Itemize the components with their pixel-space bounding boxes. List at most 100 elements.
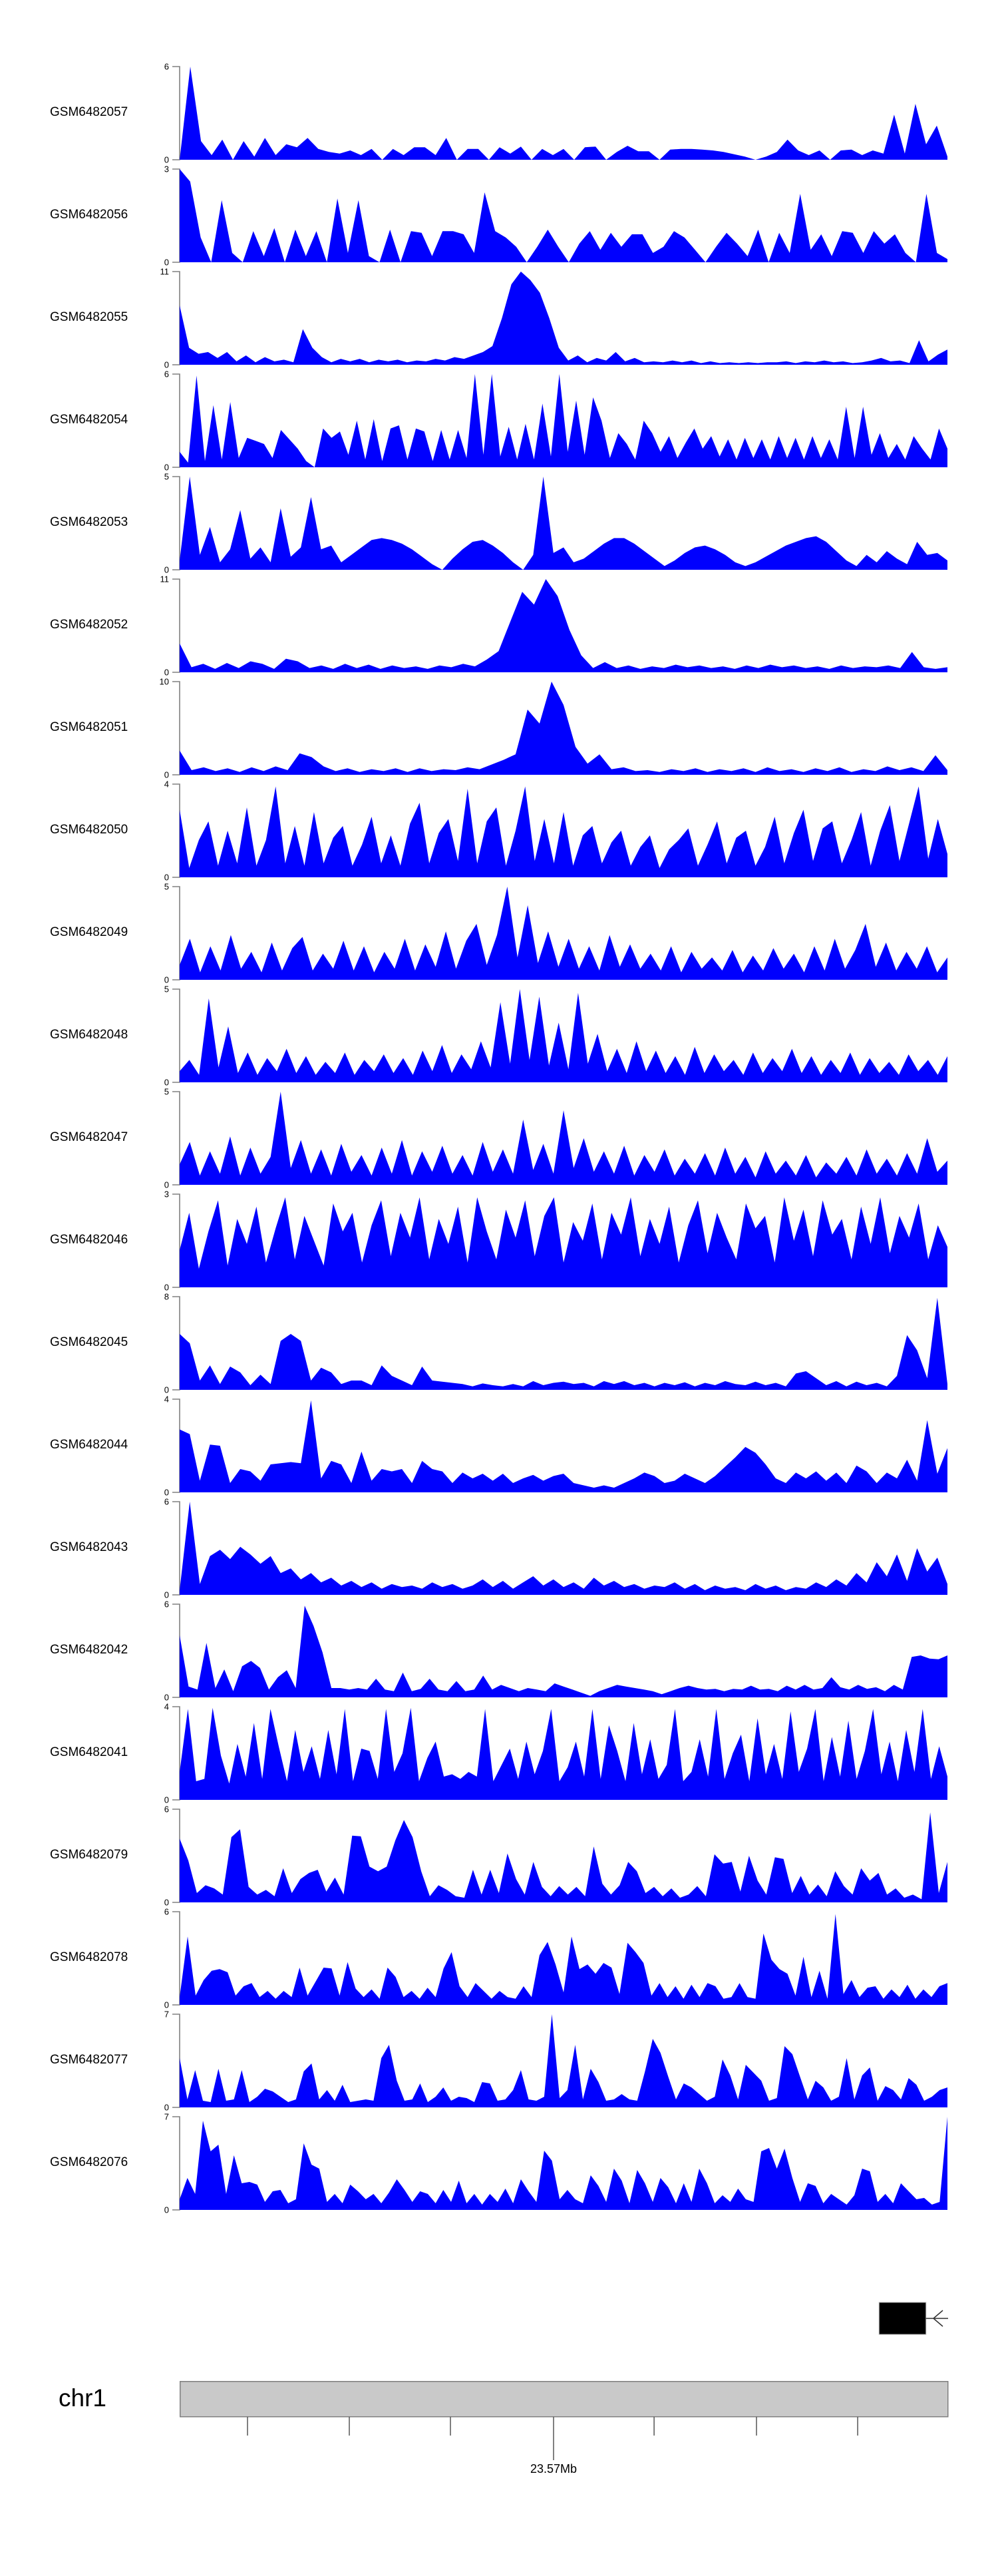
y-axis-zero-label: 0 [164,462,169,473]
track-signal-area [172,66,947,160]
signal-track: GSM6482052 11 0 [0,574,998,678]
track-y-axis [172,988,180,1083]
y-axis-max-label: 5 [164,1086,169,1097]
track-signal-area [172,1091,947,1185]
coverage-polygon [180,1812,947,1902]
coverage-polygon [180,2117,947,2210]
track-y-axis [172,1091,180,1185]
coverage-polygon [180,1092,947,1185]
y-axis-max-label: 5 [164,984,169,994]
y-axis-max-label: 3 [164,1189,169,1199]
track-y-axis [172,1193,180,1288]
track-y-axis [172,1809,180,1903]
coverage-polygon [180,2014,947,2107]
track-signal-area [172,1398,947,1493]
coverage-polygon [180,682,947,775]
track-label: GSM6482076 [50,2155,128,2169]
signal-track: GSM6482043 6 0 [0,1497,998,1600]
track-label: GSM6482052 [50,618,128,632]
track-label: GSM6482051 [50,720,128,734]
track-signal-area [172,1809,947,1903]
track-y-axis [172,271,180,365]
signal-track: GSM6482042 6 0 [0,1600,998,1703]
y-axis-zero-label: 0 [164,257,169,268]
exon-box [878,2302,927,2335]
track-y-axis [172,2014,180,2108]
track-signal-area [172,1706,947,1801]
y-axis-max-label: 11 [160,266,170,277]
y-axis-zero-label: 0 [164,564,169,575]
coverage-polygon [180,1914,947,2005]
track-y-axis [172,886,180,980]
track-label: GSM6482042 [50,1643,128,1657]
track-y-axis [172,783,180,878]
y-axis-zero-label: 0 [164,154,169,165]
track-signal-area [172,1604,947,1698]
track-y-axis [172,66,180,160]
y-axis-max-label: 6 [164,1906,169,1917]
signal-track: GSM6482078 6 0 [0,1906,998,2010]
track-y-axis [172,1706,180,1801]
y-axis-max-label: 4 [164,1394,169,1404]
signal-track: GSM6482049 5 0 [0,882,998,985]
y-axis-zero-label: 0 [164,2000,169,2010]
signal-track: GSM6482079 6 0 [0,1805,998,1908]
track-signal-area [172,988,947,1083]
coverage-polygon [180,67,947,160]
signal-track: GSM6482053 5 0 [0,471,998,575]
track-y-axis [172,1501,180,1596]
y-axis-zero-label: 0 [164,1385,169,1395]
track-y-axis [172,578,180,673]
track-y-axis [172,2116,180,2211]
track-label: GSM6482056 [50,208,128,222]
track-label: GSM6482077 [50,2053,128,2067]
y-axis-max-label: 7 [164,2009,169,2020]
y-axis-zero-label: 0 [164,1897,169,1908]
coverage-polygon [180,169,947,262]
track-label: GSM6482045 [50,1335,128,1349]
track-y-axis [172,168,180,263]
track-signal-area [172,1501,947,1596]
y-axis-zero-label: 0 [164,974,169,985]
coverage-polygon [180,1606,947,1697]
coverage-polygon [180,1197,947,1287]
signal-track: GSM6482054 6 0 [0,369,998,473]
coverage-polygon [180,1297,947,1390]
y-axis-max-label: 6 [164,61,169,72]
signal-track: GSM6482041 4 0 [0,1701,998,1805]
signal-track: GSM6482046 3 0 [0,1189,998,1293]
y-axis-zero-label: 0 [164,1692,169,1703]
track-y-axis [172,1604,180,1698]
track-label: GSM6482043 [50,1540,128,1554]
track-y-axis [172,373,180,468]
y-axis-max-label: 4 [164,1701,169,1712]
y-axis-zero-label: 0 [164,2102,169,2113]
signal-track: GSM6482048 5 0 [0,984,998,1088]
track-label: GSM6482050 [50,823,128,837]
y-axis-max-label: 8 [164,1291,169,1302]
track-y-axis [172,1398,180,1493]
track-label: GSM6482041 [50,1745,128,1759]
signal-track: GSM6482050 4 0 [0,779,998,883]
signal-track: GSM6482047 5 0 [0,1086,998,1190]
coverage-polygon [180,786,947,877]
coverage-polygon [180,374,947,467]
y-axis-max-label: 11 [160,574,170,584]
y-axis-zero-label: 0 [164,359,169,370]
signal-track: GSM6482077 7 0 [0,2009,998,2113]
track-signal-area [172,373,947,468]
y-axis-max-label: 4 [164,779,169,789]
track-label: GSM6482057 [50,105,128,119]
track-signal-area [172,1193,947,1288]
track-signal-area [172,271,947,365]
track-label: GSM6482048 [50,1028,128,1042]
coverage-polygon [180,272,947,365]
y-axis-zero-label: 0 [164,667,169,678]
strand-arrow-icon [925,2310,948,2327]
y-axis-max-label: 5 [164,471,169,482]
chromosome-bar [180,2381,949,2418]
y-axis-max-label: 7 [164,2111,169,2122]
y-axis-zero-label: 0 [164,1282,169,1293]
signal-track: GSM6482055 11 0 [0,266,998,370]
